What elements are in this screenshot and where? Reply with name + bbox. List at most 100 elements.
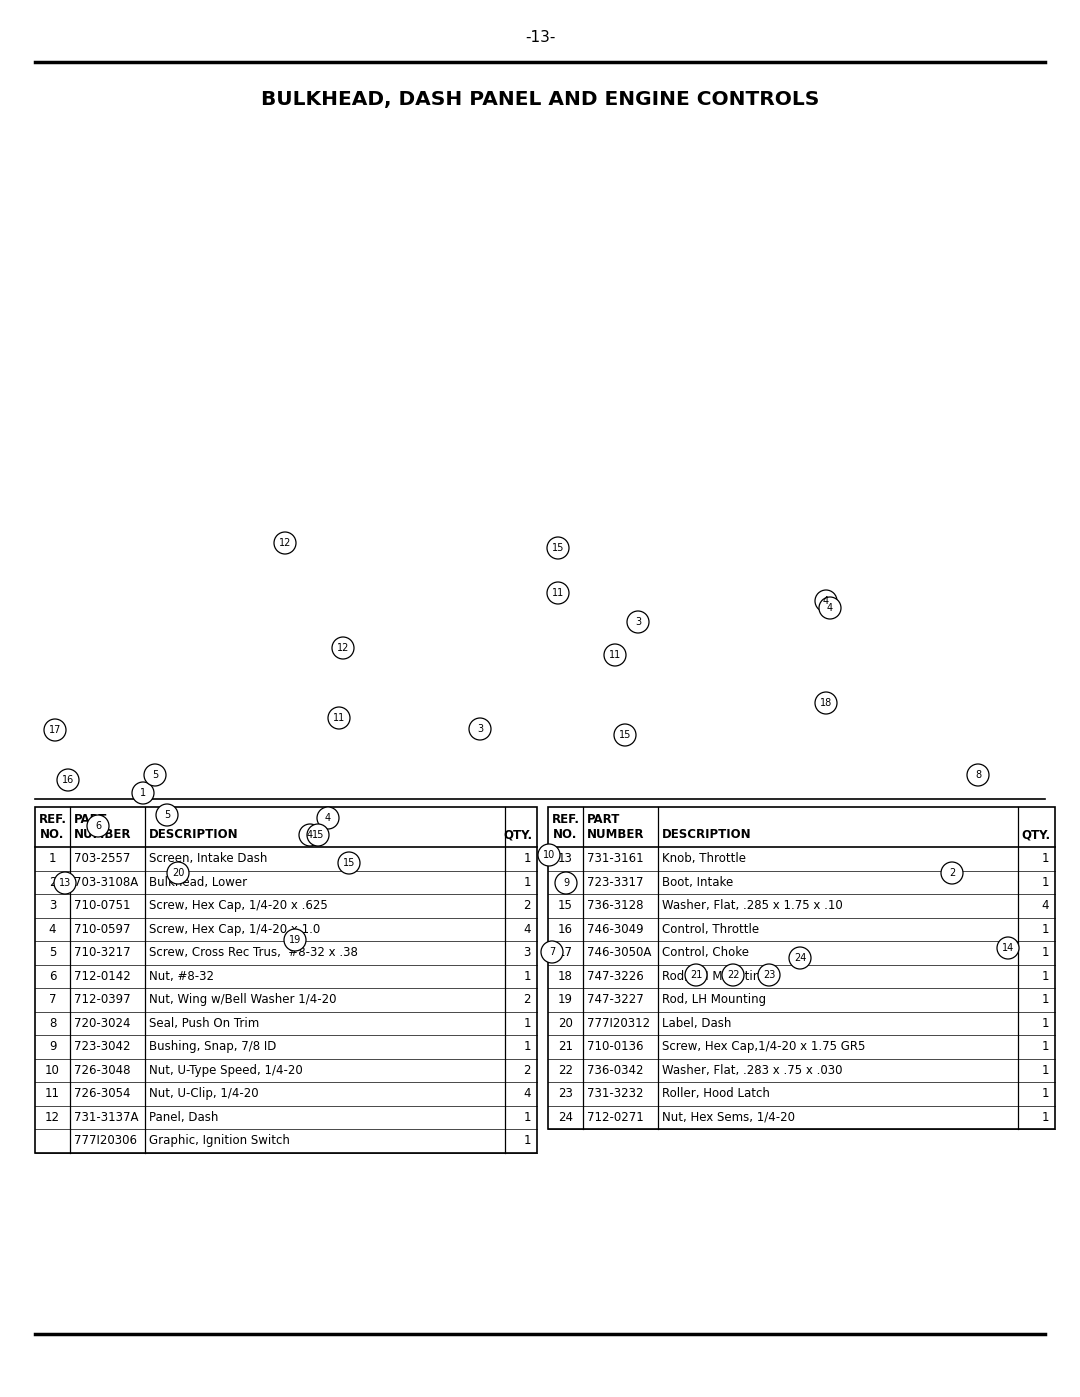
Text: 9: 9 <box>563 877 569 888</box>
Text: NUMBER: NUMBER <box>75 828 132 841</box>
Circle shape <box>555 872 577 894</box>
Text: Control, Throttle: Control, Throttle <box>662 923 759 936</box>
Text: Nut, Wing w/Bell Washer 1/4-20: Nut, Wing w/Bell Washer 1/4-20 <box>149 993 337 1006</box>
Text: 1: 1 <box>524 1111 531 1123</box>
Text: NUMBER: NUMBER <box>588 828 645 841</box>
Text: REF.: REF. <box>39 813 67 826</box>
Text: 723-3317: 723-3317 <box>588 876 644 888</box>
Text: 21: 21 <box>558 1041 573 1053</box>
Text: DESCRIPTION: DESCRIPTION <box>149 828 239 841</box>
Text: Boot, Intake: Boot, Intake <box>662 876 733 888</box>
Text: QTY.: QTY. <box>1022 828 1051 841</box>
Text: 712-0142: 712-0142 <box>75 970 131 982</box>
Bar <box>0 130 1080 802</box>
Circle shape <box>819 597 841 619</box>
Text: 710-0597: 710-0597 <box>75 923 131 936</box>
Text: 23: 23 <box>762 970 775 981</box>
Text: 4: 4 <box>307 830 313 840</box>
Circle shape <box>546 583 569 604</box>
Text: 3: 3 <box>524 946 531 960</box>
Text: 703-2557: 703-2557 <box>75 852 131 865</box>
Circle shape <box>941 862 963 884</box>
Text: 16: 16 <box>558 923 573 936</box>
Text: Screw, Hex Cap,1/4-20 x 1.75 GR5: Screw, Hex Cap,1/4-20 x 1.75 GR5 <box>662 1041 865 1053</box>
Bar <box>548 807 1055 1129</box>
Circle shape <box>967 764 989 787</box>
Text: 1: 1 <box>1041 946 1049 960</box>
Circle shape <box>144 764 166 787</box>
Text: 710-0136: 710-0136 <box>588 1041 644 1053</box>
Text: 1: 1 <box>524 1017 531 1030</box>
Text: 8: 8 <box>49 1017 56 1030</box>
Text: 1: 1 <box>1041 993 1049 1006</box>
Text: Nut, Hex Sems, 1/4-20: Nut, Hex Sems, 1/4-20 <box>662 1111 795 1123</box>
Text: 5: 5 <box>152 770 158 780</box>
Text: 10: 10 <box>45 1063 59 1077</box>
Circle shape <box>723 964 744 986</box>
Text: Rod, RH Mounting: Rod, RH Mounting <box>662 970 768 982</box>
Text: 11: 11 <box>552 588 564 598</box>
Text: 19: 19 <box>288 935 301 944</box>
Text: 11: 11 <box>45 1087 60 1101</box>
Text: 4: 4 <box>524 1087 531 1101</box>
Text: 15: 15 <box>619 731 631 740</box>
Text: 1: 1 <box>1041 1041 1049 1053</box>
Circle shape <box>284 929 306 951</box>
Text: Nut, #8-32: Nut, #8-32 <box>149 970 214 982</box>
Text: Washer, Flat, .285 x 1.75 x .10: Washer, Flat, .285 x 1.75 x .10 <box>662 900 842 912</box>
Text: 710-0751: 710-0751 <box>75 900 131 912</box>
Circle shape <box>685 964 707 986</box>
Text: Knob, Throttle: Knob, Throttle <box>662 852 746 865</box>
Text: 1: 1 <box>140 788 146 798</box>
Text: 731-3232: 731-3232 <box>588 1087 644 1101</box>
Text: 18: 18 <box>820 698 832 708</box>
Text: 2: 2 <box>524 1063 531 1077</box>
Text: Bushing, Snap, 7/8 ID: Bushing, Snap, 7/8 ID <box>149 1041 276 1053</box>
Text: 726-3054: 726-3054 <box>75 1087 131 1101</box>
Circle shape <box>615 724 636 746</box>
Text: 747-3227: 747-3227 <box>588 993 644 1006</box>
Text: 1: 1 <box>524 1041 531 1053</box>
Bar <box>35 807 537 1153</box>
Text: Nut, U-Type Speed, 1/4-20: Nut, U-Type Speed, 1/4-20 <box>149 1063 302 1077</box>
Text: 703-3108A: 703-3108A <box>75 876 138 888</box>
Text: 1: 1 <box>1041 970 1049 982</box>
Text: 1: 1 <box>524 970 531 982</box>
Text: 19: 19 <box>558 993 573 1006</box>
Text: Washer, Flat, .283 x .75 x .030: Washer, Flat, .283 x .75 x .030 <box>662 1063 842 1077</box>
Text: 712-0397: 712-0397 <box>75 993 131 1006</box>
Text: 15: 15 <box>312 830 324 840</box>
Text: 15: 15 <box>558 900 572 912</box>
Circle shape <box>789 947 811 970</box>
Text: 11: 11 <box>333 712 346 724</box>
Text: 5: 5 <box>164 810 171 820</box>
Text: 726-3048: 726-3048 <box>75 1063 131 1077</box>
Text: 2: 2 <box>524 900 531 912</box>
Circle shape <box>274 532 296 555</box>
Text: 723-3042: 723-3042 <box>75 1041 131 1053</box>
Text: 4: 4 <box>823 597 829 606</box>
Text: Screw, Hex Cap, 1/4-20 x .625: Screw, Hex Cap, 1/4-20 x .625 <box>149 900 327 912</box>
Circle shape <box>541 942 563 963</box>
Text: 3: 3 <box>477 724 483 733</box>
Text: 1: 1 <box>1041 1063 1049 1077</box>
Text: 777I20306: 777I20306 <box>75 1134 137 1147</box>
Circle shape <box>546 536 569 559</box>
Text: Roller, Hood Latch: Roller, Hood Latch <box>662 1087 770 1101</box>
Text: 3: 3 <box>635 617 642 627</box>
Text: Nut, U-Clip, 1/4-20: Nut, U-Clip, 1/4-20 <box>149 1087 258 1101</box>
Text: Control, Choke: Control, Choke <box>662 946 750 960</box>
Text: 6: 6 <box>49 970 56 982</box>
Text: 2: 2 <box>949 868 955 877</box>
Text: 16: 16 <box>62 775 75 785</box>
Text: REF.: REF. <box>552 813 580 826</box>
Text: 24: 24 <box>794 953 806 963</box>
Text: NO.: NO. <box>553 828 578 841</box>
Text: 1: 1 <box>1041 876 1049 888</box>
Text: 736-3128: 736-3128 <box>588 900 644 912</box>
Text: 7: 7 <box>49 993 56 1006</box>
Text: 1: 1 <box>49 852 56 865</box>
Text: 17: 17 <box>49 725 62 735</box>
Text: Seal, Push On Trim: Seal, Push On Trim <box>149 1017 259 1030</box>
Text: 14: 14 <box>1002 943 1014 953</box>
